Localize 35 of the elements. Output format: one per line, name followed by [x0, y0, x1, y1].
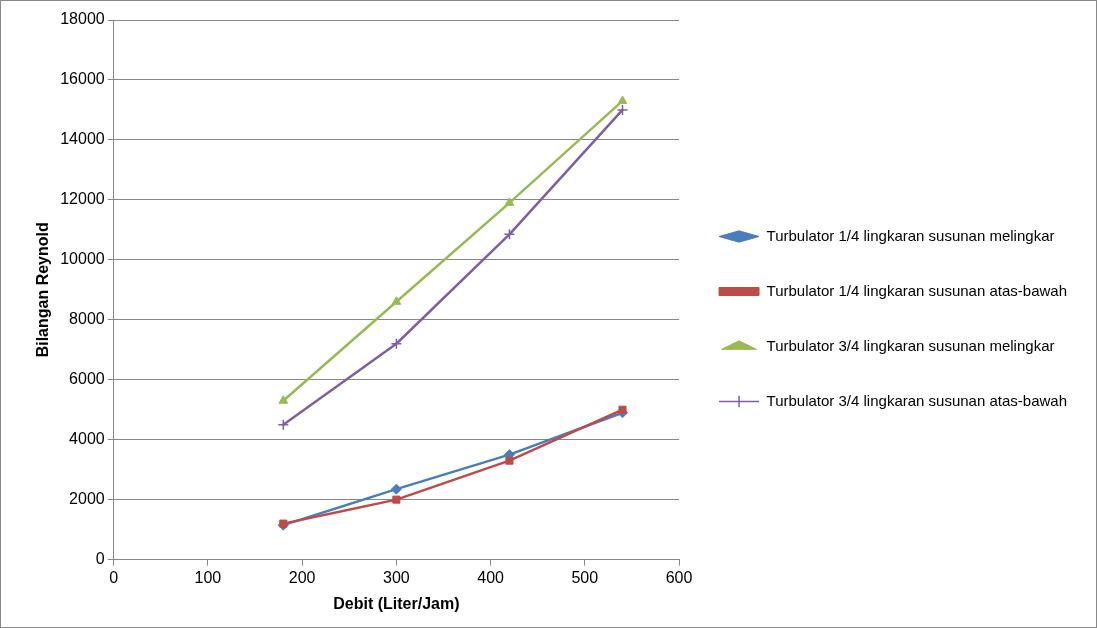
x-axis-title: Debit (Liter/Jam)	[333, 594, 460, 612]
point	[618, 405, 627, 414]
y-tick-label: 18000	[60, 10, 105, 28]
x-tick-label: 100	[194, 568, 222, 586]
legend-label: Turbulator 1/4 lingkaran susunan atas-bawah	[766, 281, 1068, 299]
y-tick-label: 14000	[60, 130, 105, 148]
point	[504, 197, 515, 206]
legend-label: Turbulator 1/4 lingkaran susunan melingkar	[766, 226, 1055, 244]
y-tick-label: 2000	[69, 490, 105, 508]
x-tick-label: 200	[288, 568, 316, 586]
y-tick-label: 16000	[60, 70, 105, 88]
y-tick-label: 10000	[60, 250, 105, 268]
y-tick-label: 0	[95, 550, 105, 568]
point	[617, 95, 628, 104]
x-tick-label: 300	[383, 568, 410, 586]
x-tick-label: 500	[571, 568, 599, 586]
x-tick-label: 400	[477, 568, 505, 586]
point	[390, 338, 403, 350]
point	[616, 104, 629, 116]
legend-label: Turbulator 3/4 lingkaran susunan melingkar	[766, 336, 1055, 354]
y-tick-label: 6000	[69, 370, 105, 388]
point	[505, 456, 514, 465]
point	[390, 483, 402, 495]
y-axis-title: Bilangan Reynold	[34, 222, 52, 358]
legend-label: Turbulator 3/4 lingkaran susunan atas-bawah	[766, 391, 1068, 409]
y-tick-label: 8000	[69, 310, 105, 328]
point	[391, 296, 402, 305]
x-tick-label: 600	[665, 568, 693, 586]
point	[277, 418, 290, 431]
y-tick-label: 4000	[69, 430, 105, 448]
point	[503, 228, 516, 241]
point	[392, 495, 401, 504]
point	[278, 395, 289, 404]
x-tick-label: 0	[109, 568, 119, 586]
y-tick-label: 12000	[60, 190, 105, 208]
